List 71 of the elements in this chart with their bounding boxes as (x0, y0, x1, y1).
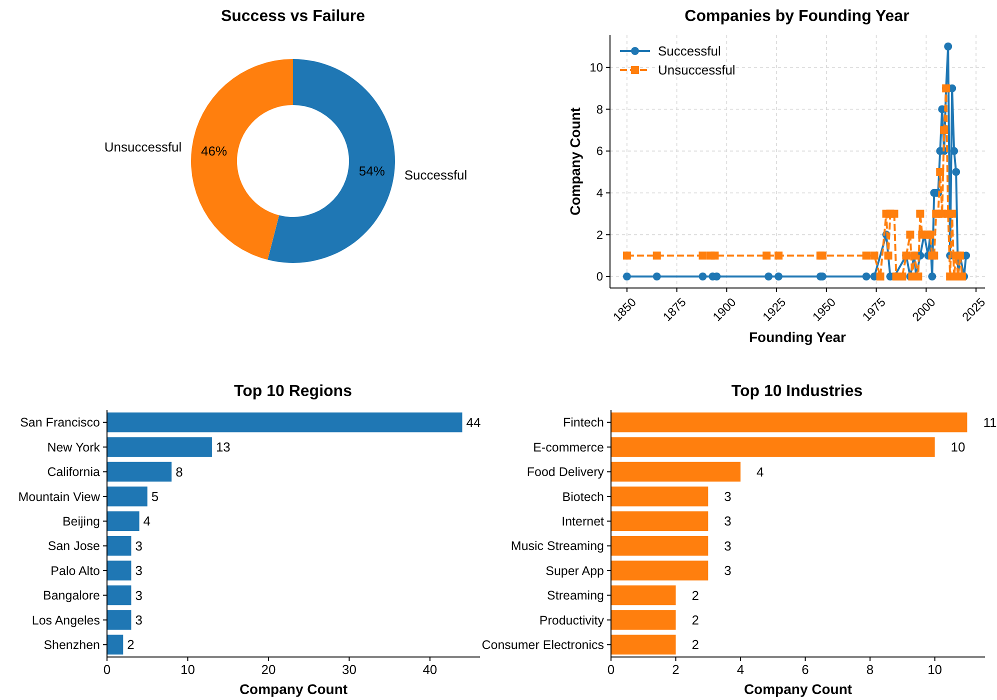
data-label: 3 (135, 563, 142, 578)
x-axis-title: Company Count (744, 681, 852, 697)
data-label: 8 (176, 464, 183, 480)
x-tick-label: 20 (261, 662, 276, 677)
data-label: 3 (135, 538, 142, 554)
data-label: 2 (692, 637, 699, 652)
y-tick-label: San Francisco (20, 416, 100, 430)
x-axis-title: Founding Year (749, 329, 847, 345)
y-tick-label: Super App (546, 564, 604, 578)
y-tick-label: Palo Alto (50, 564, 100, 578)
y-tick-label: Productivity (539, 613, 605, 628)
y-axis-title: Company Count (567, 107, 583, 216)
y-tick-label: Bangalore (43, 588, 100, 603)
data-label: 10 (950, 440, 966, 455)
y-tick-label: 6 (596, 144, 604, 158)
y-tick-label: Consumer Electronics (482, 638, 604, 652)
x-tick-label: 10 (928, 662, 942, 677)
legend-label: Successful (658, 44, 721, 59)
y-tick-label: Shenzhen (44, 638, 100, 652)
data-label: 3 (724, 489, 732, 504)
data-label: 3 (724, 514, 732, 529)
data-label: 11 (983, 414, 997, 430)
data-label: 54% (358, 164, 386, 179)
x-tick-label: 0 (103, 662, 111, 677)
y-tick-label: Fintech (563, 416, 604, 430)
slice-label: Successful (404, 168, 468, 183)
chart-title: Top 10 Regions (234, 383, 352, 400)
y-tick-label: Music Streaming (510, 539, 604, 554)
data-label: 2 (692, 612, 699, 628)
data-label: 2 (692, 588, 699, 603)
y-tick-label: 8 (596, 102, 604, 116)
y-tick-label: Internet (562, 514, 605, 529)
data-label: 3 (135, 612, 142, 628)
legend-label: Unsuccessful (658, 62, 736, 78)
x-tick-label: 40 (422, 662, 438, 677)
y-tick-label: Biotech (562, 490, 604, 504)
data-label: 5 (151, 489, 159, 504)
chart-title: Success vs Failure (220, 8, 366, 25)
y-tick-label: 10 (590, 60, 604, 75)
y-tick-label: Streaming (547, 588, 604, 603)
data-label: 2 (127, 637, 134, 652)
slice-label: Unsuccessful (104, 139, 182, 154)
y-tick-label: San Jose (48, 539, 100, 554)
y-tick-label: E-commerce (533, 440, 604, 454)
x-tick-label: 0 (607, 662, 615, 677)
data-label: 46% (201, 144, 228, 159)
x-tick-label: 6 (802, 662, 809, 677)
data-label: 3 (724, 563, 732, 578)
y-tick-label: Food Delivery (526, 465, 605, 480)
x-tick-label: 8 (866, 662, 874, 677)
y-tick-label: Mountain View (18, 490, 101, 504)
y-tick-label: New York (47, 440, 101, 454)
data-label: 3 (724, 538, 732, 554)
y-tick-label: 4 (596, 186, 604, 200)
data-label: 4 (143, 514, 151, 529)
data-label: 4 (756, 464, 764, 480)
data-label: 44 (466, 414, 481, 430)
chart-title: Companies by Founding Year (684, 8, 910, 25)
x-axis-title: Company Count (239, 681, 348, 697)
y-tick-label: 0 (596, 270, 604, 284)
data-label: 3 (135, 588, 142, 603)
y-tick-label: Los Angeles (32, 613, 100, 628)
data-label: 13 (216, 440, 230, 455)
x-tick-label: 30 (342, 662, 356, 677)
x-tick-label: 4 (736, 662, 744, 677)
y-tick-label: 2 (596, 228, 604, 242)
y-tick-label: Beijing (62, 514, 100, 529)
x-tick-label: 10 (180, 662, 195, 677)
chart-title: Top 10 Industries (731, 383, 863, 400)
y-tick-label: California (47, 465, 100, 480)
x-tick-label: 2 (672, 662, 680, 677)
